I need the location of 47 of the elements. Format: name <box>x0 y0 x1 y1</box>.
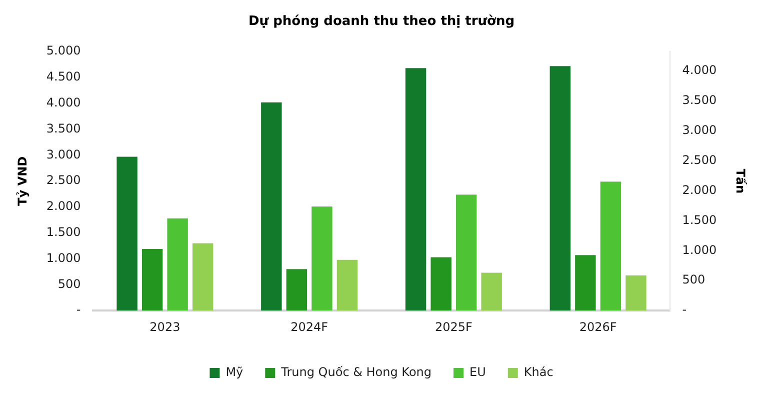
y-tick-label: 1.500 <box>46 225 81 240</box>
legend-label: Khác <box>524 365 554 380</box>
y-tick-label: 4.000 <box>46 96 81 110</box>
y2-tick-label: 2.000 <box>682 182 717 197</box>
y-tick-label: 5.000 <box>46 44 81 58</box>
y-tick-label: 500 <box>58 276 81 291</box>
y2-tick-label: 3.000 <box>682 122 717 137</box>
bar <box>261 102 282 311</box>
x-tick-label: 2024F <box>290 320 328 334</box>
bar <box>405 68 426 311</box>
y2-axis-title: Tấn <box>734 168 748 194</box>
legend-label: Trung Quốc & Hong Kong <box>280 365 432 380</box>
y-tick-label: 3.000 <box>46 147 81 162</box>
y-tick-label: 4.500 <box>46 70 81 84</box>
bar <box>456 194 477 311</box>
x-tick-label: 2026F <box>579 320 617 334</box>
bar <box>430 257 452 311</box>
bar <box>600 182 622 311</box>
y-tick-label: 2.000 <box>46 199 81 214</box>
y-tick-label: - <box>76 302 81 317</box>
y-tick-label: 3.500 <box>46 121 81 136</box>
y2-tick-label: 4.000 <box>682 62 717 77</box>
bar <box>312 206 332 311</box>
y2-tick-label: - <box>682 302 687 317</box>
x-tick-label: 2025F <box>434 320 472 334</box>
y2-tick-label: 500 <box>682 272 706 287</box>
legend-label: Mỹ <box>226 365 244 380</box>
bar <box>626 275 646 311</box>
y-axis-title: Tỷ VND <box>15 156 30 206</box>
bar <box>167 218 188 311</box>
bar <box>286 269 308 311</box>
bar <box>550 66 571 311</box>
bar <box>575 255 596 311</box>
y-tick-label: 1.000 <box>46 250 81 265</box>
y-tick-label: 2.500 <box>46 173 81 188</box>
bar <box>116 156 138 311</box>
x-tick-label: 2023 <box>150 320 180 334</box>
y2-tick-label: 1.500 <box>682 212 717 227</box>
bar <box>336 260 358 311</box>
bar <box>192 243 214 311</box>
y2-tick-label: 3.500 <box>682 92 717 107</box>
y2-tick-label: 1.000 <box>682 242 717 257</box>
y2-tick-label: 2.500 <box>682 152 717 167</box>
legend-label: EU <box>470 365 486 380</box>
chart-title: Dự phóng doanh thu theo thị trường <box>248 14 515 30</box>
bar <box>481 272 502 311</box>
bar <box>142 248 163 311</box>
